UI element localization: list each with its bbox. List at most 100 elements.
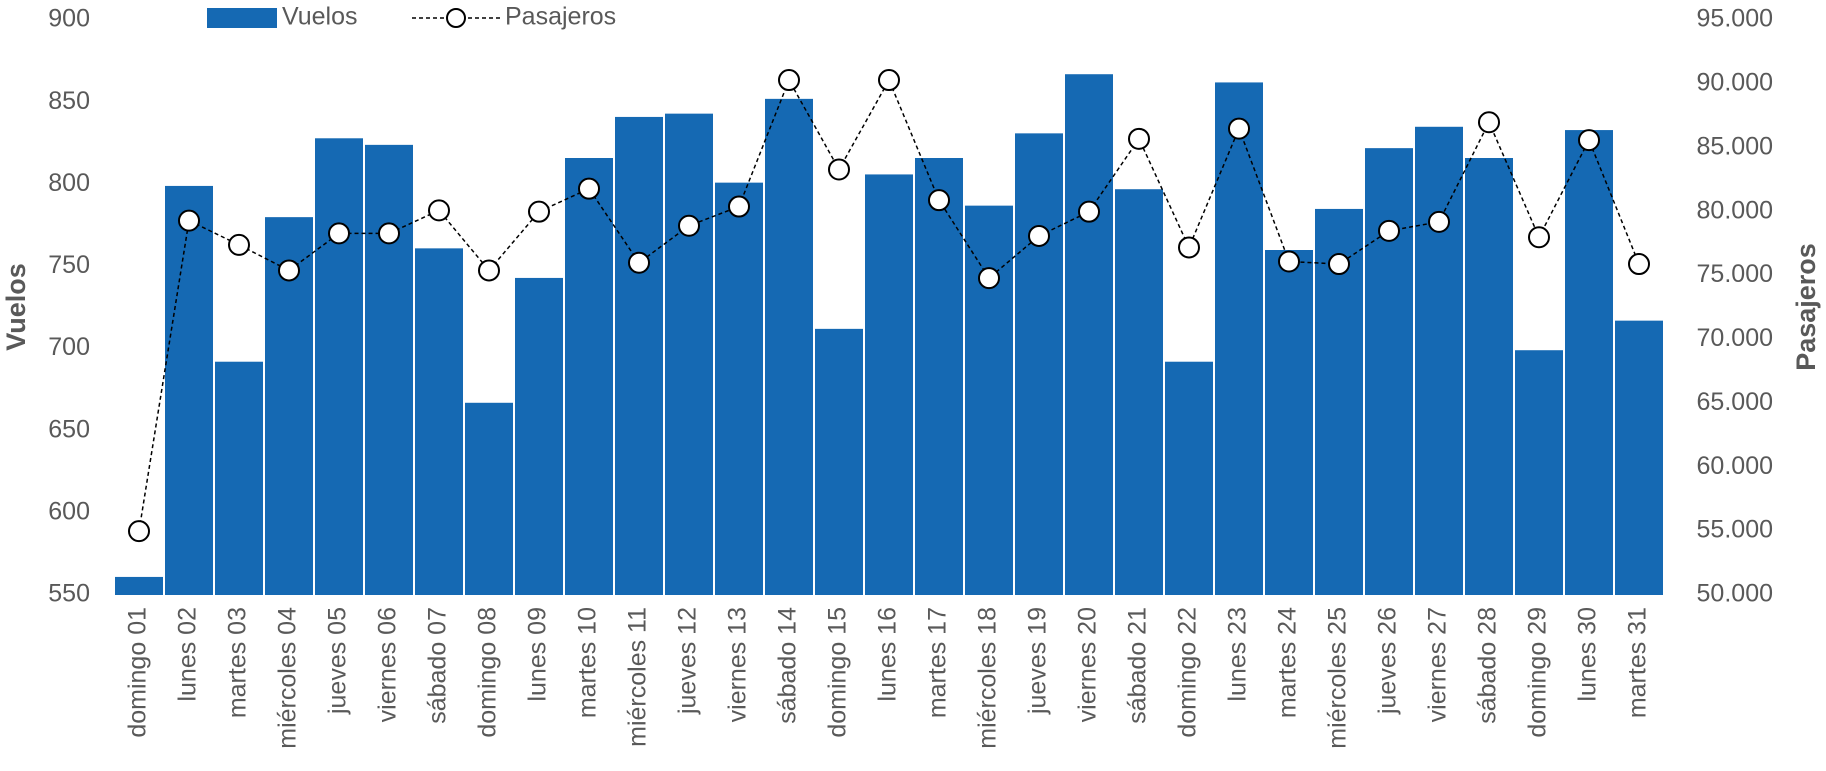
marker [1278, 250, 1300, 273]
y2-tick-label: 70.000 [1697, 324, 1773, 352]
y2-tick-label: 80.000 [1697, 196, 1773, 224]
y2-tick-label: 75.000 [1697, 260, 1773, 288]
marker [178, 209, 200, 232]
marker [228, 233, 250, 256]
bar [665, 113, 713, 596]
bar [965, 205, 1013, 595]
marker [378, 222, 400, 245]
x-tick-label: viernes 13 [724, 607, 752, 722]
x-tick-label: lunes 02 [174, 607, 202, 702]
y2-tick-label: 90.000 [1697, 68, 1773, 96]
x-tick-label: lunes 30 [1574, 607, 1602, 702]
legend-label: Vuelos [282, 3, 358, 31]
bar [1015, 133, 1063, 595]
x-tick-label: viernes 27 [1424, 607, 1452, 722]
y2-tick-label: 55.000 [1697, 516, 1773, 544]
x-tick-label: jueves 19 [1024, 607, 1052, 715]
marker [1578, 129, 1600, 152]
marker [728, 195, 750, 218]
y2-tick-label: 50.000 [1697, 580, 1773, 608]
bar [1465, 158, 1513, 595]
y-tick-label: 750 [48, 251, 90, 279]
y-tick-label: 600 [48, 497, 90, 525]
bar [165, 185, 213, 595]
marker [1428, 210, 1450, 233]
marker [778, 69, 800, 92]
x-tick-label: miércoles 04 [274, 607, 302, 749]
bar [915, 158, 963, 595]
x-tick-label: lunes 23 [1224, 607, 1252, 702]
bar [1415, 126, 1463, 596]
x-tick-label: sábado 21 [1124, 607, 1152, 724]
x-tick-label: domingo 15 [824, 607, 852, 738]
x-tick-label: jueves 12 [674, 607, 702, 715]
x-tick-label: sábado 28 [1474, 607, 1502, 724]
x-tick-label: lunes 16 [874, 607, 902, 702]
x-tick-label: jueves 26 [1374, 607, 1402, 715]
x-tick-label: sábado 07 [424, 607, 452, 724]
bar [465, 402, 513, 595]
marker [628, 251, 650, 274]
x-tick-label: domingo 08 [474, 607, 502, 738]
marker [278, 259, 300, 282]
marker [1228, 117, 1250, 140]
bar [615, 116, 663, 595]
x-tick-label: martes 31 [1624, 607, 1652, 718]
y-tick-label: 650 [48, 415, 90, 443]
marker [878, 69, 900, 92]
marker [1478, 111, 1500, 134]
marker [478, 259, 500, 282]
bar [515, 277, 563, 595]
bar [1365, 148, 1413, 595]
x-tick-label: lunes 09 [524, 607, 552, 702]
marker [678, 214, 700, 237]
bar [415, 248, 463, 595]
x-tick-label: miércoles 25 [1324, 607, 1352, 749]
y-tick-label: 700 [48, 333, 90, 361]
x-tick-label: domingo 01 [124, 607, 152, 738]
x-tick-label: sábado 14 [774, 607, 802, 724]
y-tick-label: 900 [48, 5, 90, 33]
x-tick-label: domingo 22 [1174, 607, 1202, 738]
marker [1128, 127, 1150, 150]
bar [1165, 361, 1213, 595]
marker [1528, 226, 1550, 249]
marker [428, 199, 450, 222]
marker [328, 222, 350, 245]
marker [578, 177, 600, 200]
legend-label: Pasajeros [505, 3, 616, 31]
bar [115, 576, 163, 595]
bar [315, 138, 363, 596]
bar [1215, 82, 1263, 595]
marker [1628, 253, 1650, 276]
marker [1178, 236, 1200, 259]
bar [1615, 320, 1663, 595]
bar [815, 328, 863, 595]
x-tick-label: martes 24 [1274, 607, 1302, 718]
marker [1078, 200, 1100, 223]
bar [1065, 74, 1113, 595]
x-tick-label: miércoles 11 [624, 607, 652, 747]
legend-marker [446, 8, 466, 28]
x-tick-label: domingo 29 [1524, 607, 1552, 738]
x-tick-label: viernes 20 [1074, 607, 1102, 722]
legend-swatch [207, 8, 277, 28]
marker [1028, 224, 1050, 247]
bar [1115, 189, 1163, 595]
bar [765, 98, 813, 595]
marker [828, 158, 850, 181]
marker [978, 267, 1000, 290]
y2-tick-label: 95.000 [1697, 5, 1773, 33]
bar [715, 182, 763, 595]
bar [1515, 350, 1563, 595]
y2-tick-label: 85.000 [1697, 132, 1773, 160]
bar [1565, 130, 1613, 596]
y2-tick-label: 60.000 [1697, 452, 1773, 480]
y-tick-label: 850 [48, 87, 90, 115]
x-tick-label: miércoles 18 [974, 607, 1002, 749]
x-tick-label: viernes 06 [374, 607, 402, 722]
y2-axis-title: Pasajeros [1791, 243, 1821, 371]
y2-tick-label: 65.000 [1697, 388, 1773, 416]
y-axis-title: Vuelos [1, 263, 31, 351]
